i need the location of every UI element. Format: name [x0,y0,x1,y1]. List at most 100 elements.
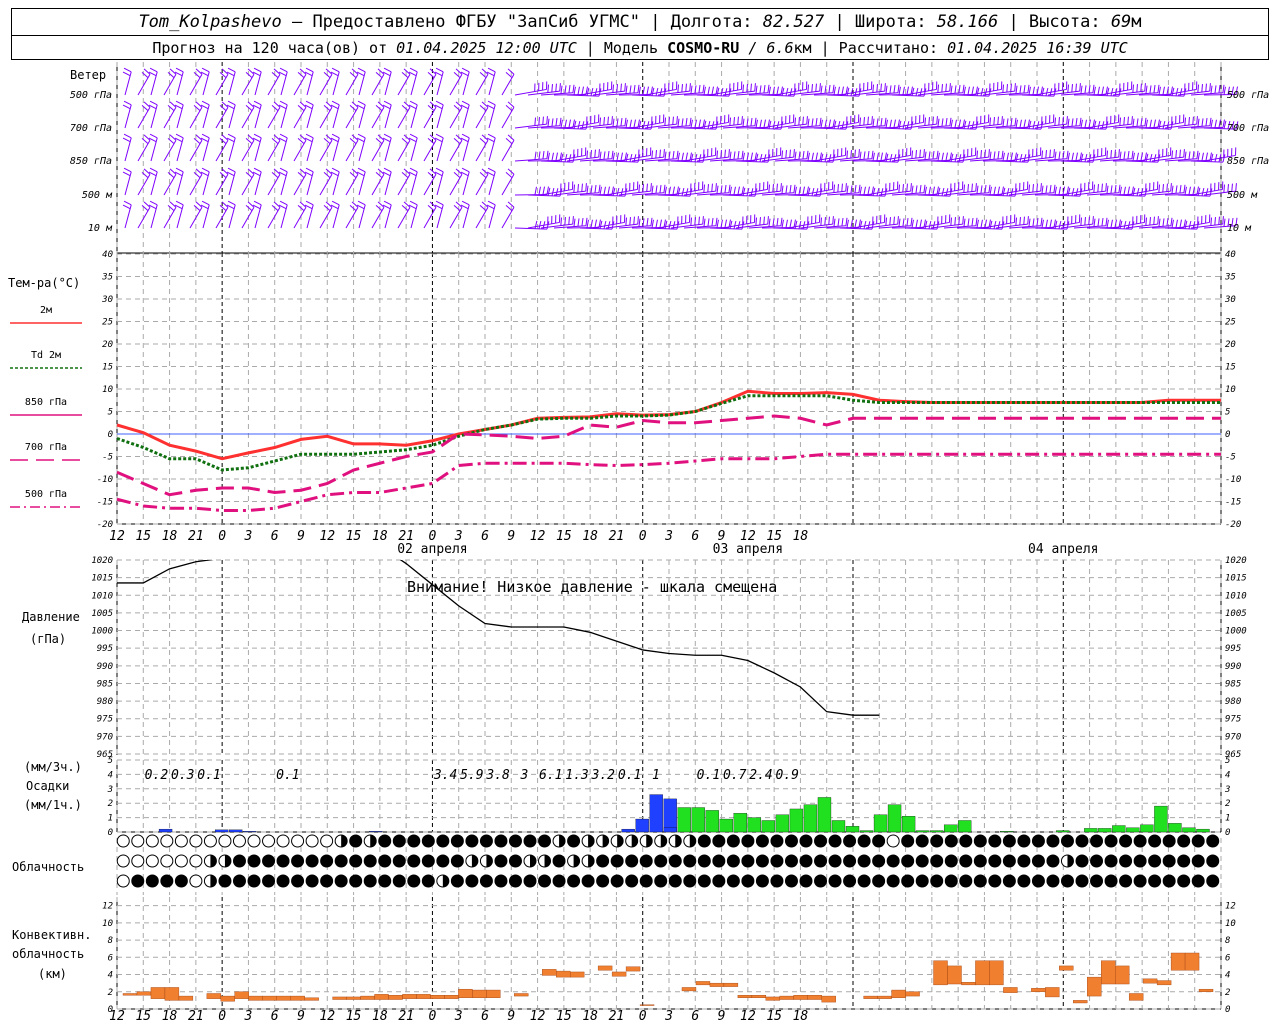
wind-barb-feather [1001,186,1004,195]
wind-barb-feather [819,83,821,92]
wind-barb-feather [885,85,888,94]
wind-barb-feather [305,67,314,73]
wind-barb [514,88,547,96]
wind-barb-feather [1118,219,1121,228]
wind-barb-feather [1231,121,1235,130]
wind-barb-feather [585,217,588,226]
wind-barb [1151,94,1184,97]
wind-barb-feather [603,220,607,229]
wind-barb-feather [1062,116,1064,125]
conv-cloud-bar [472,989,487,998]
cloud-cover-symbol [755,834,769,848]
wind-barb [722,194,755,197]
wind-barb-feather [1114,185,1117,194]
wind-barb-feather [924,117,927,126]
wind-barb [891,156,924,162]
wind-level-label: 700 гПа [1227,123,1269,134]
wind-barb-feather [559,117,562,126]
wind-barb-feather [1222,154,1226,163]
wind-barb-feather [487,167,496,173]
wind-barb-feather [949,117,952,126]
wind-barb-feather [1188,151,1191,160]
cloud-cover-symbol [407,874,421,888]
wind-barb-feather [245,104,253,112]
wind-barb [423,106,437,129]
wind-barb-feather [1235,183,1237,192]
wind-barb-feather [1088,216,1090,225]
wind-barb-feather [174,204,183,210]
precip-total-label: 3.8 [485,768,510,783]
wind-barb-feather [733,220,737,229]
cloud-cover-symbol [697,874,711,888]
wind-barb-feather [330,137,339,143]
cloud-cover-symbol [392,874,406,888]
wind-barb-feather [988,149,990,158]
wind-barb-feather [711,86,714,95]
wind-barb [319,106,333,129]
wind-barb-feather [793,184,796,193]
wind-barb-feather [226,171,235,177]
conv-cloud-bar [416,994,431,999]
conv-cloud-bar [1073,1000,1088,1004]
wind-barb-feather [429,101,437,108]
wind-barb-feather [590,219,593,228]
wind-barb-feather [331,100,340,106]
altitude-unit: м [1131,12,1142,32]
wind-barb [826,121,859,129]
wind-barb-feather [382,71,391,77]
wind-barb-feather [872,187,876,196]
wind-barb [1203,190,1236,196]
wind-barb-feather [546,186,549,195]
wind-barb-feather [551,152,554,161]
cloud-cover-symbol [959,854,973,868]
wind-level-label: 10 м [88,223,113,234]
conv-cloud-bar [891,989,906,998]
temp-series-line [116,414,1221,497]
wind-barb-feather [664,151,667,160]
cloud-cover-symbol [378,834,392,848]
wind-barb-feather [655,87,659,96]
cloud-cover-symbol [770,874,784,888]
wind-barb-feather [871,116,873,125]
wind-barb-feather [685,83,687,92]
wind-barb-feather [811,187,815,196]
wind-barb-feather [1132,84,1135,93]
wind-barb-feather [201,100,210,106]
cloud-cover-half [631,835,638,847]
cloud-cover-symbol [508,834,522,848]
wind-barb-feather [871,186,874,195]
cloud-cover-symbol [828,874,842,888]
precip-bar [803,804,818,833]
wind-barb-feather [897,119,900,128]
wind-barb-feather [668,220,672,229]
conv-cloud-bar [1087,976,1102,997]
cloud-cover-symbol [1162,854,1176,868]
wind-barb-feather [924,151,927,160]
wind-barb-feather [936,150,939,159]
wind-barb-feather [149,100,158,106]
cloud-cover-symbol [538,874,552,888]
wind-barb-feather [607,186,610,195]
wind-barb [930,160,963,163]
wind-barb [1060,160,1093,163]
conv-cloud-bar [1101,960,1116,985]
wind-barb-feather [271,204,279,212]
wind-barb [930,188,963,196]
wind-barb-feather [382,104,391,110]
wind-barb-feather [607,151,610,160]
wind-barb-feather [479,204,487,212]
wind-barb-feather [375,171,383,179]
wind-barb-feather [1231,218,1234,227]
wind-barb-feather [1041,150,1044,159]
wind-barb-feather [1045,185,1048,194]
wind-barb [982,194,1015,197]
wind-barb [592,221,625,229]
wind-barb-feather [408,171,417,177]
wind-barb-feather [863,220,867,229]
wind-barb-feather [305,167,314,173]
wind-barb-feather [1209,188,1213,197]
wind-barb [514,158,547,162]
cloud-cover-symbol [1177,874,1191,888]
wind-barb-feather [690,119,693,128]
wind-barb-feather [737,151,740,160]
